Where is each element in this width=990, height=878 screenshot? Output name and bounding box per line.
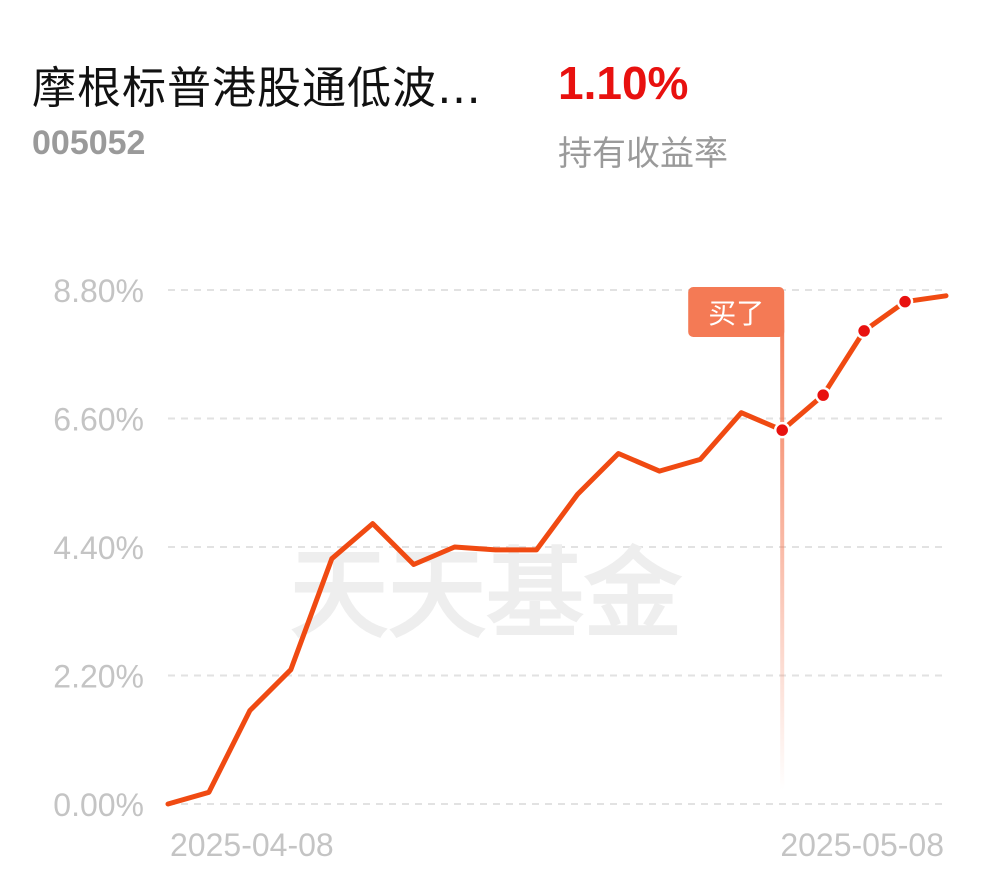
x-tick-label-end: 2025-05-08 [780,827,944,863]
data-point[interactable] [773,421,791,439]
y-tick-label: 0.00% [53,787,144,823]
fund-name: 摩根标普港股通低波… [32,63,482,114]
holding-return-value: 1.10% [558,57,689,109]
holding-return-label: 持有收益率 [558,134,728,174]
y-tick-label: 8.80% [53,273,144,309]
watermark-text: 天天基金 [290,538,683,652]
x-tick-label-start: 2025-04-08 [170,827,334,863]
data-point[interactable] [896,293,914,310]
buy-marker-label: 买了 [708,297,764,330]
fund-code: 005052 [32,124,146,162]
y-tick-label: 4.40% [53,530,144,566]
y-tick-label: 6.60% [53,402,144,438]
data-point[interactable] [855,322,873,340]
buy-marker-line [780,320,785,790]
data-point[interactable] [814,386,832,404]
buy-marker-badge[interactable] [688,287,785,337]
series-line [165,293,949,807]
y-tick-label: 2.20% [53,659,144,695]
